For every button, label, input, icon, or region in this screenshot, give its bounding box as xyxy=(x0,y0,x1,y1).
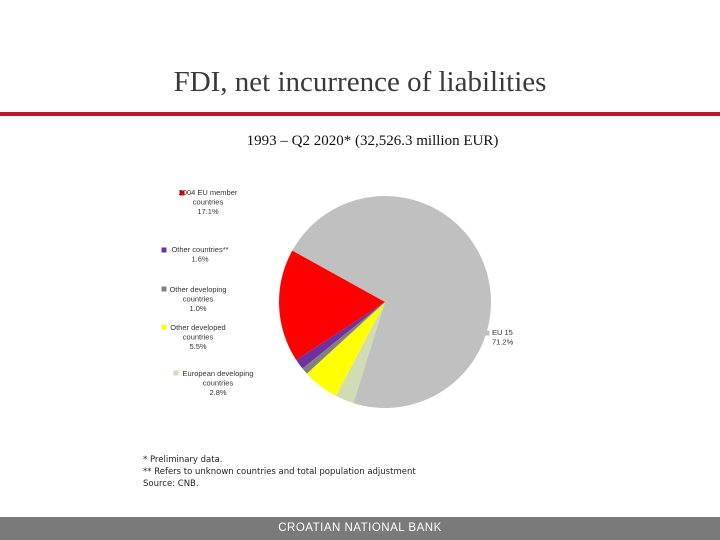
footnote-source: Source: CNB. xyxy=(143,479,199,489)
pie-slice-european-developing-countries xyxy=(335,302,385,404)
footnote-unknown-countries: ** Refers to unknown countries and total… xyxy=(143,467,416,477)
legend-label: 2.8% xyxy=(209,388,226,397)
legend-swatch xyxy=(161,247,167,253)
legend-label: Other developed xyxy=(170,323,225,332)
pie-slice-other-countries xyxy=(296,302,385,369)
legend-swatch xyxy=(161,286,167,292)
legend-label: EU 15 xyxy=(492,328,513,337)
footer-bar: CROATIAN NATIONAL BANK xyxy=(0,517,720,540)
footnotes: * Preliminary data. ** Refers to unknown… xyxy=(143,454,416,490)
chart-subtitle: 1993 – Q2 2020* (32,526.3 million EUR) xyxy=(246,133,499,149)
legend-label: 17.1% xyxy=(197,207,219,216)
legend-label: 71.2% xyxy=(492,338,514,347)
legend-label: countries xyxy=(203,379,234,388)
legend-label: countries xyxy=(183,295,214,304)
legend-label: 1.6% xyxy=(191,255,208,264)
legend-label: European developing xyxy=(183,369,254,378)
pie-slice-other-developing-countries xyxy=(302,302,385,374)
pie-slice-eu-15 xyxy=(292,196,491,409)
legend-label: Other countries** xyxy=(171,245,228,254)
footer-org-name: CROATIAN NATIONAL BANK xyxy=(278,522,442,534)
legend-item: Other countries**1.6% xyxy=(161,245,229,264)
pie-slice-2004-eu-member-countries xyxy=(279,250,385,360)
title-divider xyxy=(0,112,720,116)
footnote-preliminary: * Preliminary data. xyxy=(143,455,223,465)
pie-slice-other-developed-countries xyxy=(306,302,385,396)
legend-swatch xyxy=(484,330,490,336)
legend-label: 2004 EU member xyxy=(179,188,238,197)
legend-label: Other developing xyxy=(169,285,226,294)
legend-swatch xyxy=(179,190,185,196)
page-title: FDI, net incurrence of liabilities xyxy=(173,66,547,98)
legend-label: countries xyxy=(183,333,214,342)
legend-label: 1.0% xyxy=(189,304,206,313)
legend-swatch xyxy=(173,370,179,376)
legend-label: countries xyxy=(193,198,224,207)
legend-swatch xyxy=(161,324,167,330)
legend-label: 5.5% xyxy=(189,342,206,351)
